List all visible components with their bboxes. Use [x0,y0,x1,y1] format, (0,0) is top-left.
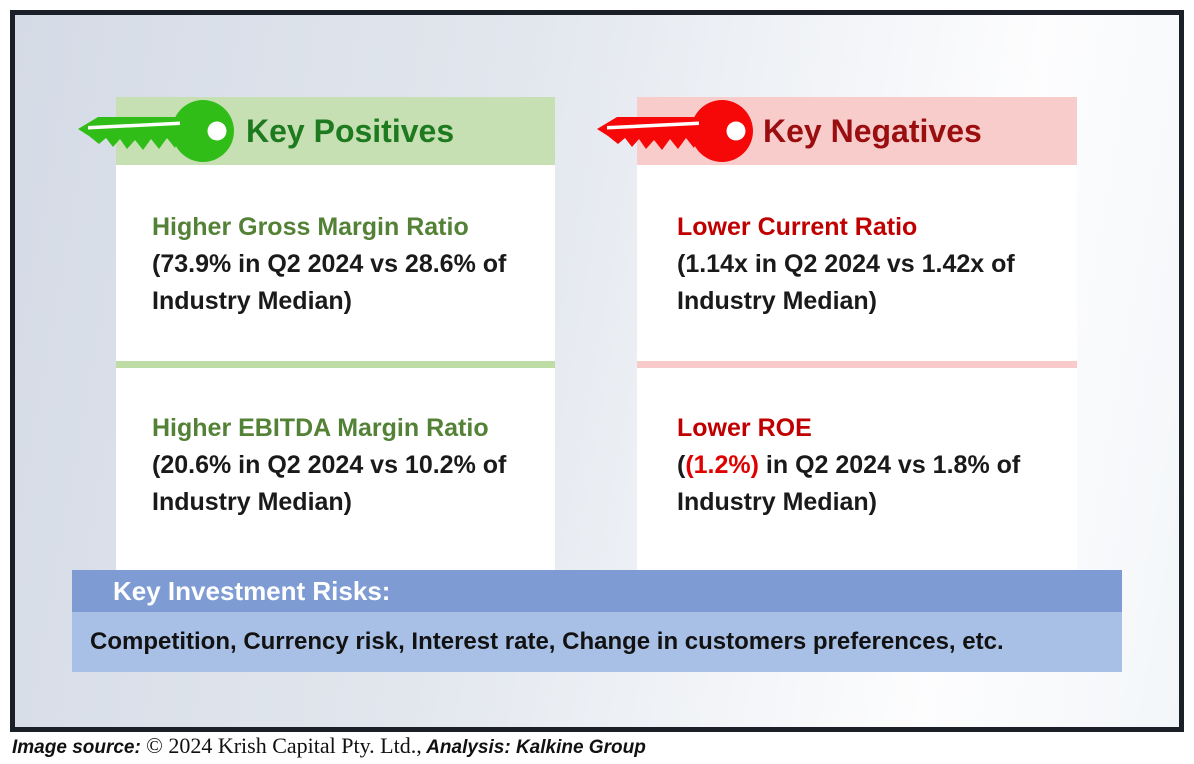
positives-header-label: Key Positives [246,112,455,149]
card-body-line: Industry Median) [677,488,878,516]
card-body-line: Industry Median) [677,287,878,315]
analysis-credit: Analysis: Kalkine Group [426,737,646,758]
copyright-text: © 2024 Krish Capital Pty. Ltd., [146,733,422,758]
attribution-line: Image source: © 2024 Krish Capital Pty. … [12,733,646,759]
investment-risks-section: Key Investment Risks: Competition, Curre… [72,570,1122,672]
card-body-line: ((1.2%) in Q2 2024 vs 1.8% of [677,447,1053,484]
key-icon [78,100,234,162]
positive-card-gross-margin: Higher Gross Margin Ratio (73.9% in Q2 2… [116,165,555,361]
card-body-line: (1.14x in Q2 2024 vs 1.42x of [677,250,1015,278]
card-body-line: (73.9% in Q2 2024 vs 28.6% of [152,250,507,278]
body-segment: in Q2 2024 vs 1.8% of [758,451,1021,479]
card-body-line: (20.6% in Q2 2024 vs 10.2% of [152,451,507,479]
risks-title: Key Investment Risks: [113,575,391,606]
positive-card-ebitda-margin: Higher EBITDA Margin Ratio (20.6% in Q2 … [116,368,555,570]
card-title: Lower Current Ratio [677,213,918,241]
risks-body-text: Competition, Currency risk, Interest rat… [90,628,1004,655]
negatives-header-label: Key Negatives [763,112,982,149]
negatives-divider [637,361,1077,368]
card-body-line: Industry Median) [152,488,353,516]
risks-title-bar: Key Investment Risks: [72,570,1122,612]
image-source-label: Image source: [12,737,147,758]
negative-value-highlight: (1.2%) [685,451,759,479]
card-title: Lower ROE [677,414,812,442]
body-segment: ( [677,451,686,479]
positives-divider [116,361,555,368]
negative-card-roe: Lower ROE ((1.2%) in Q2 2024 vs 1.8% of … [637,368,1077,570]
key-icon [597,100,753,162]
card-title: Higher Gross Margin Ratio [152,213,469,241]
negative-card-current-ratio: Lower Current Ratio (1.14x in Q2 2024 vs… [637,165,1077,361]
risks-body-bar: Competition, Currency risk, Interest rat… [72,612,1122,672]
card-body-line: Industry Median) [152,287,353,315]
card-title: Higher EBITDA Margin Ratio [152,414,489,442]
